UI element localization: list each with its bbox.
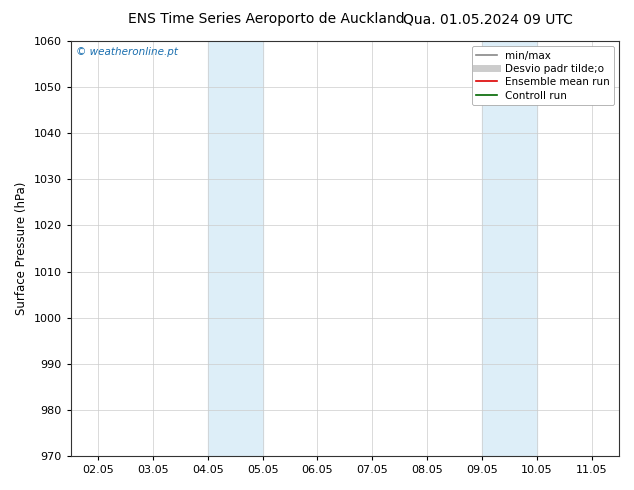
Text: ENS Time Series Aeroporto de Auckland: ENS Time Series Aeroporto de Auckland	[128, 12, 404, 26]
Legend: min/max, Desvio padr tilde;o, Ensemble mean run, Controll run: min/max, Desvio padr tilde;o, Ensemble m…	[472, 46, 614, 105]
Text: © weatheronline.pt: © weatheronline.pt	[76, 47, 178, 57]
Y-axis label: Surface Pressure (hPa): Surface Pressure (hPa)	[15, 182, 28, 315]
Bar	[208, 41, 262, 456]
Text: Qua. 01.05.2024 09 UTC: Qua. 01.05.2024 09 UTC	[403, 12, 573, 26]
Bar	[482, 41, 537, 456]
